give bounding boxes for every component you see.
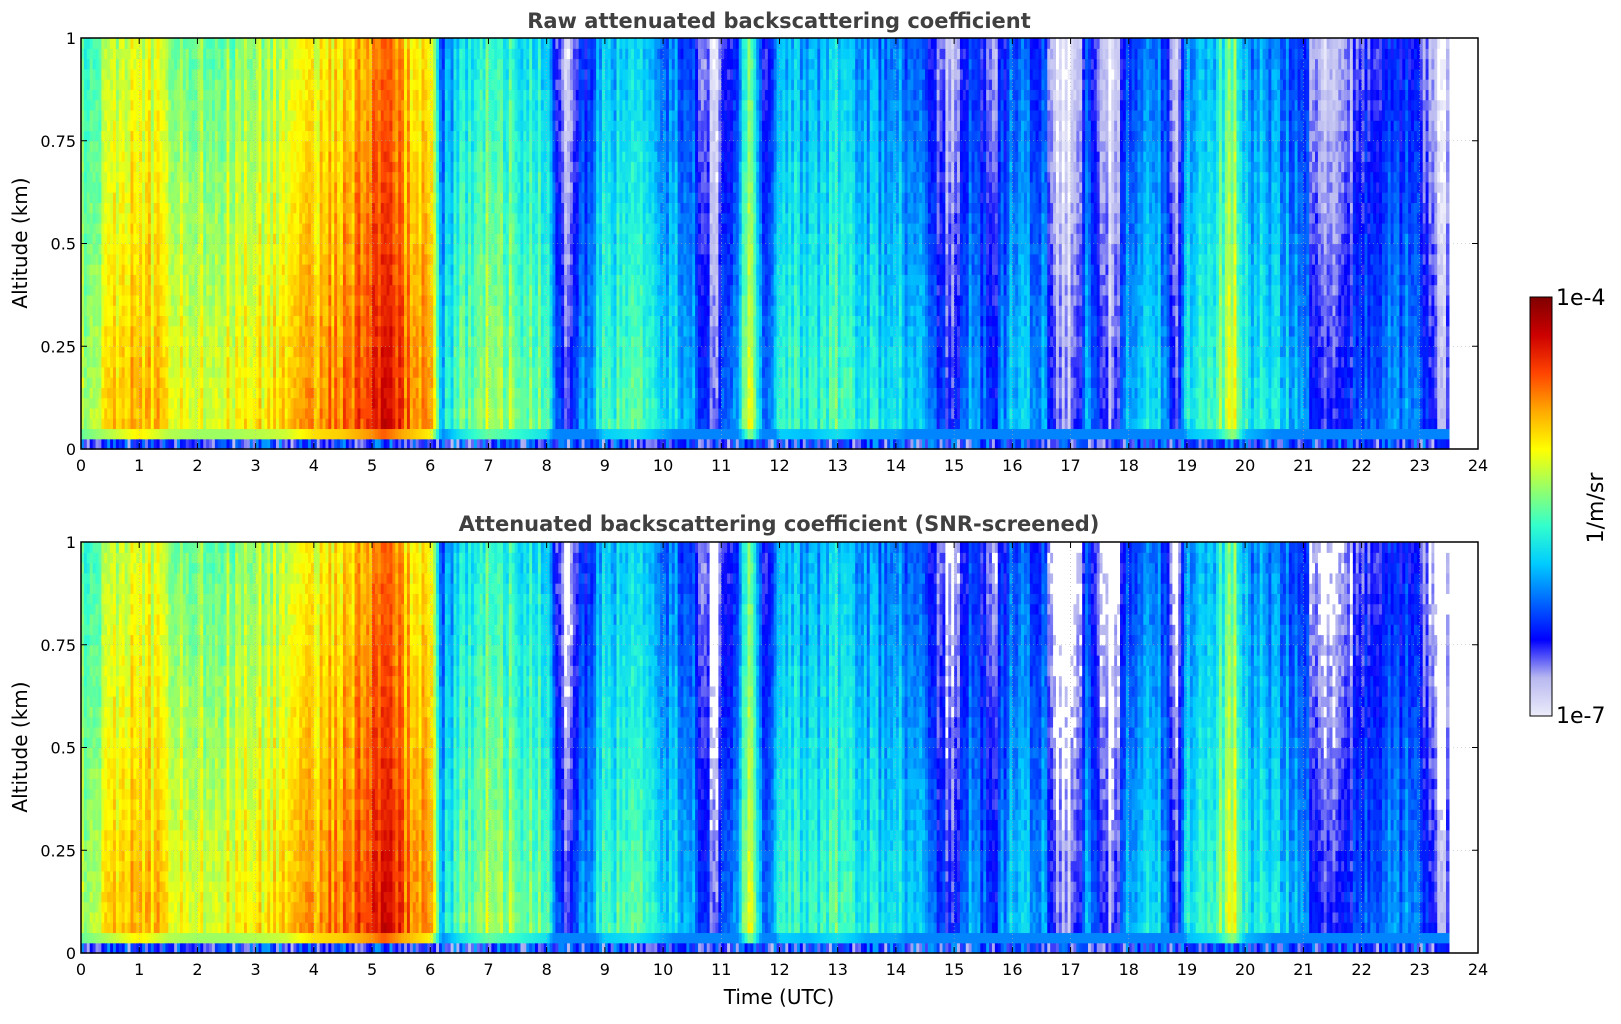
panel-raw: Raw attenuated backscattering coefficien… xyxy=(8,9,1488,475)
panel-raw-heatmap xyxy=(81,38,1478,450)
panel-raw-title: Raw attenuated backscattering coefficien… xyxy=(527,9,1031,33)
figure: Raw attenuated backscattering coefficien… xyxy=(0,0,1621,1020)
